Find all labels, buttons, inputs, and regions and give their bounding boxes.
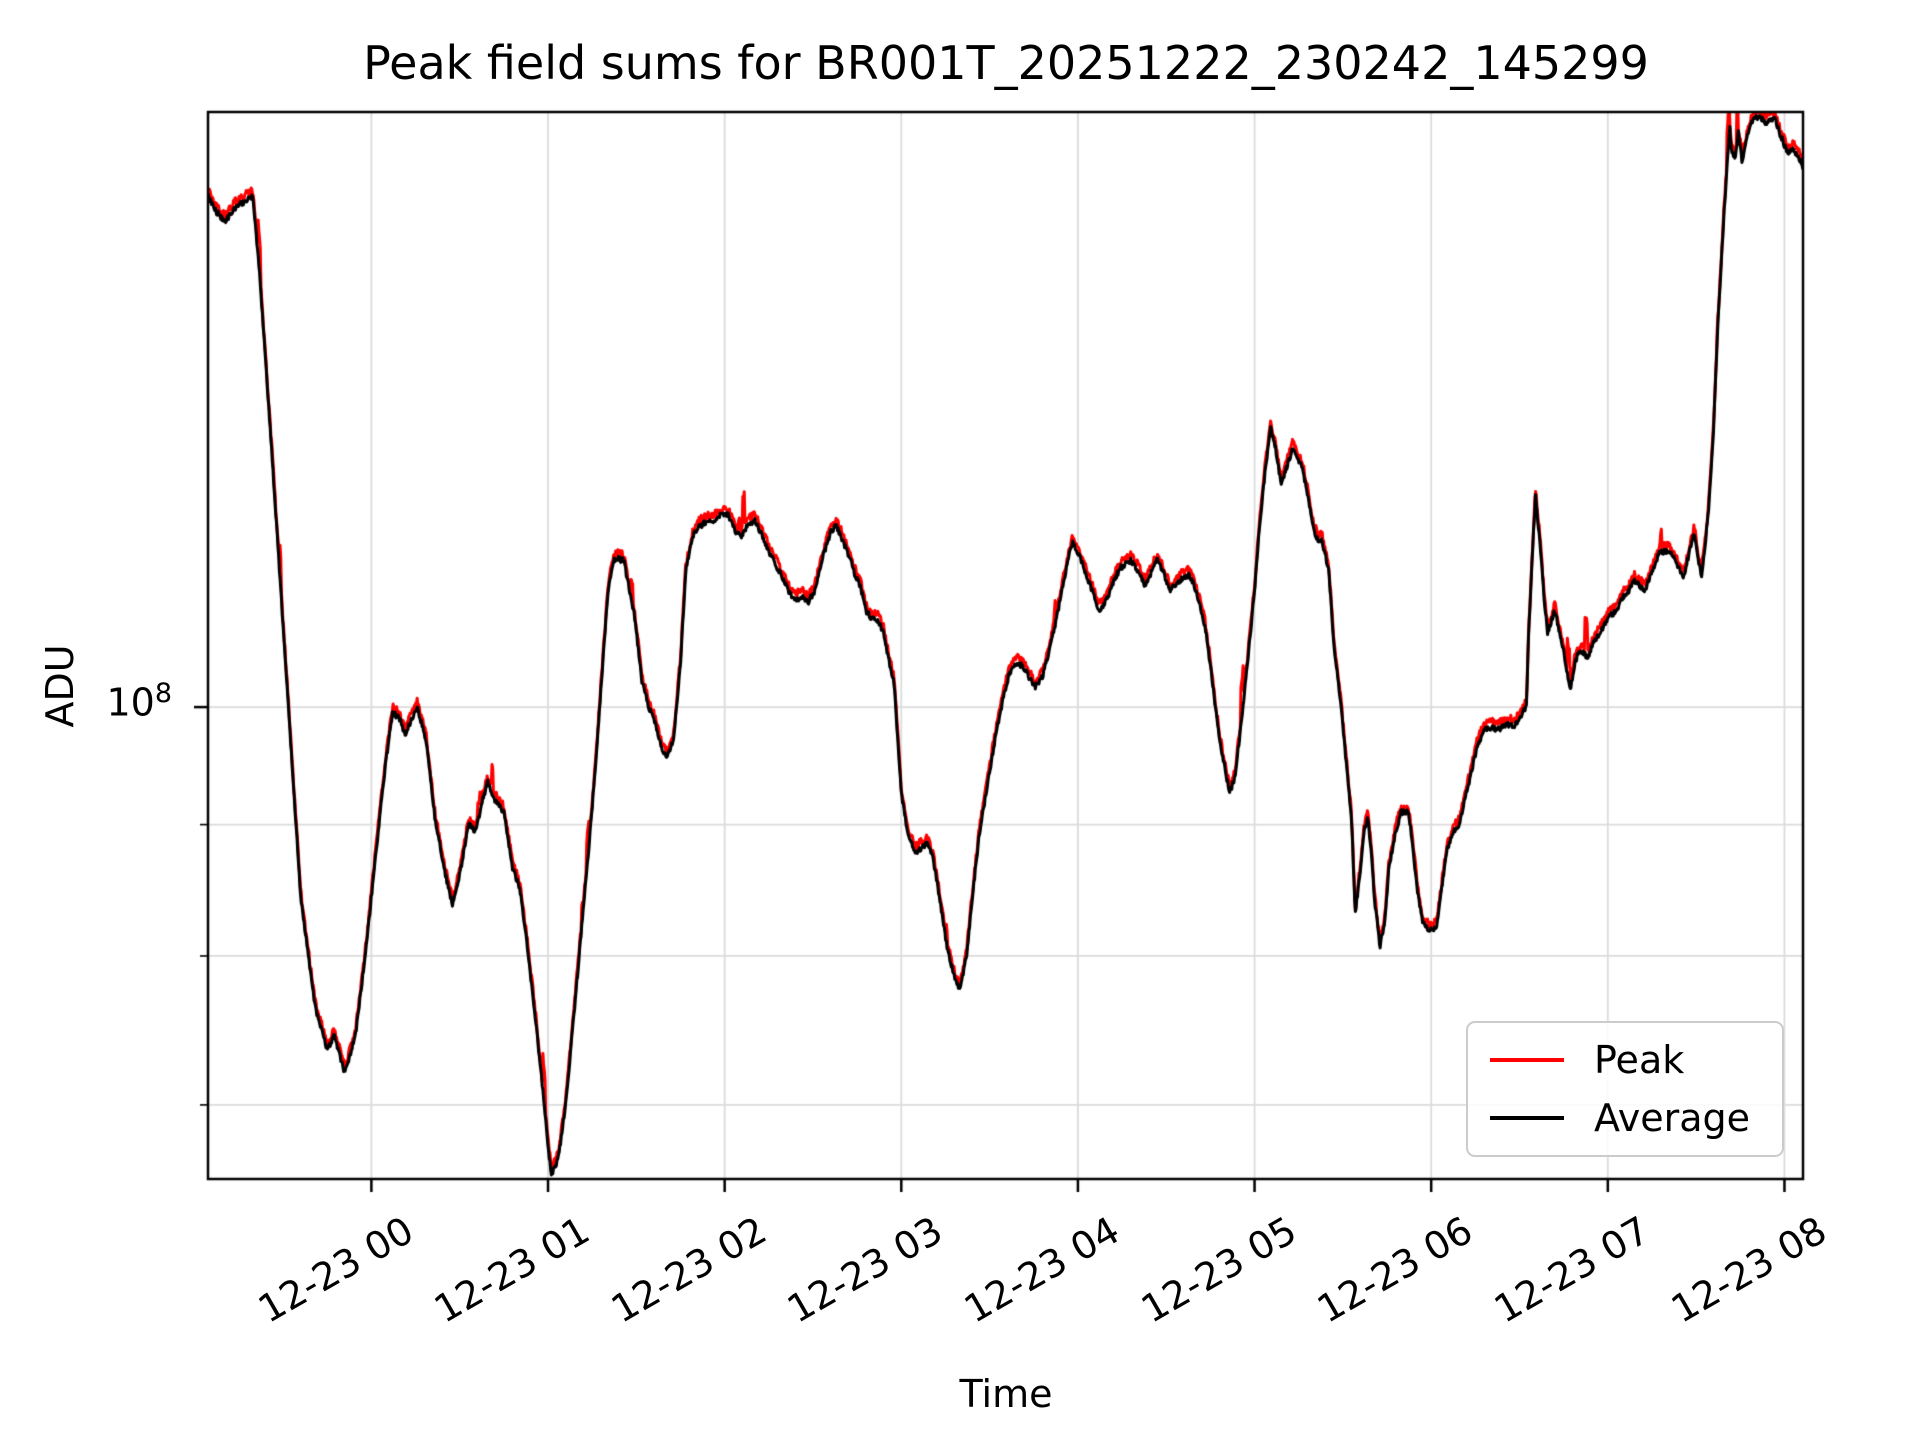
legend-label-average: Average — [1594, 1096, 1751, 1141]
average-line-swatch — [1490, 1116, 1564, 1121]
chart-title: Peak field sums for BR001T_20251222_2302… — [363, 36, 1649, 90]
legend-label-peak: Peak — [1594, 1037, 1685, 1082]
legend-row-peak: Peak — [1468, 1038, 1782, 1082]
legend: Peak Average — [1466, 1021, 1784, 1157]
y-axis-label: ADU — [38, 644, 82, 728]
y-tick-exponent: 8 — [154, 678, 172, 709]
x-axis-label: Time — [959, 1372, 1053, 1416]
y-tick-label: 108 — [106, 678, 172, 725]
y-tick-base: 10 — [106, 680, 155, 725]
legend-row-average: Average — [1468, 1096, 1782, 1140]
peak-line-swatch — [1490, 1057, 1564, 1062]
